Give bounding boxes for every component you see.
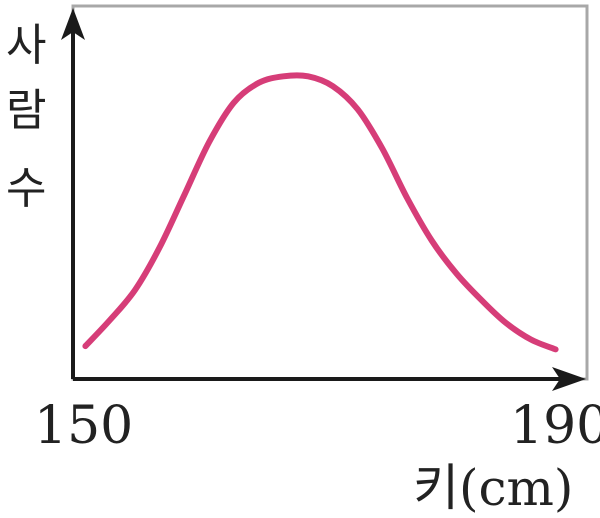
y-axis-arrow: [61, 8, 85, 40]
x-tick-label: 150: [34, 396, 133, 456]
series-line: [82, 72, 559, 353]
y-axis-label-char: 사: [6, 20, 46, 71]
x-tick-label: 190: [510, 396, 600, 456]
y-axis-label-char: 수: [6, 163, 46, 214]
x-axis-arrow: [552, 367, 586, 391]
y-axis-label-char: 람: [6, 85, 46, 136]
series-layer: [82, 72, 559, 353]
x-axis-label: 키(cm): [413, 459, 573, 517]
